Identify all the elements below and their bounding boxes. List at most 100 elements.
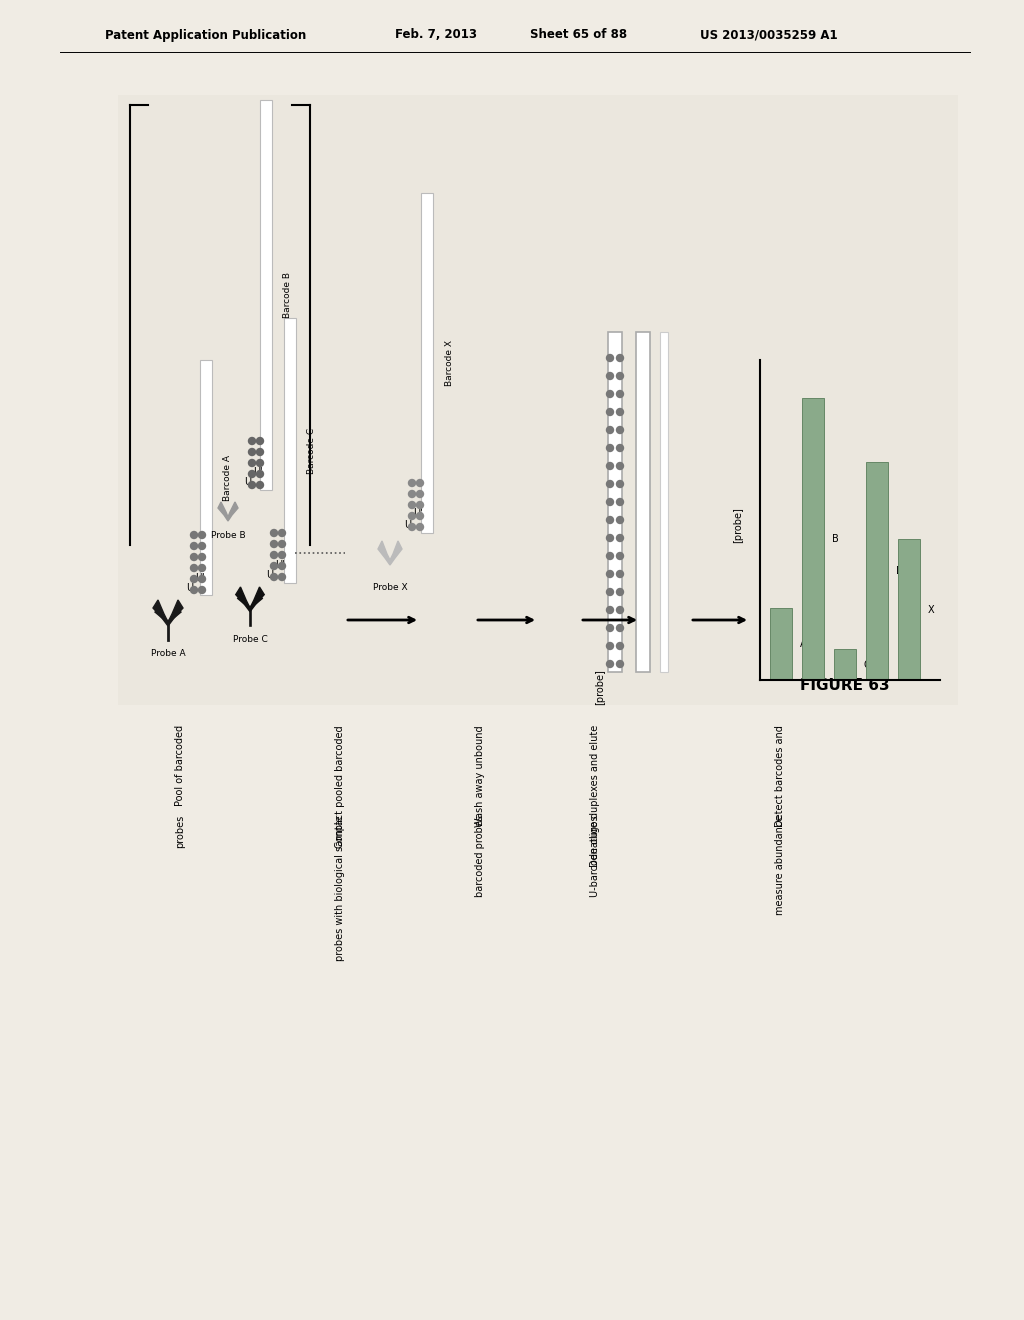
Circle shape xyxy=(256,449,263,455)
Circle shape xyxy=(417,479,424,487)
Text: Probe A: Probe A xyxy=(151,649,185,659)
Circle shape xyxy=(279,552,286,558)
Circle shape xyxy=(616,426,624,433)
Circle shape xyxy=(249,470,256,478)
Circle shape xyxy=(616,391,624,397)
Text: Probe X: Probe X xyxy=(373,582,408,591)
Circle shape xyxy=(249,482,256,488)
Circle shape xyxy=(616,372,624,380)
Text: probes: probes xyxy=(175,814,185,849)
Text: U: U xyxy=(186,583,194,593)
Circle shape xyxy=(199,586,206,594)
Circle shape xyxy=(616,445,624,451)
Bar xyxy=(636,333,650,672)
Text: U': U' xyxy=(414,508,423,517)
Text: X: X xyxy=(928,605,935,615)
Circle shape xyxy=(616,553,624,560)
Circle shape xyxy=(190,586,198,594)
Text: probes with biological sample: probes with biological sample xyxy=(335,814,345,961)
Text: Feb. 7, 2013: Feb. 7, 2013 xyxy=(395,29,477,41)
Circle shape xyxy=(256,482,263,488)
Text: U': U' xyxy=(253,467,263,477)
Circle shape xyxy=(606,624,613,631)
Circle shape xyxy=(417,524,424,531)
Circle shape xyxy=(616,660,624,668)
Bar xyxy=(118,95,958,705)
Circle shape xyxy=(616,355,624,362)
Circle shape xyxy=(606,643,613,649)
Text: US 2013/0035259 A1: US 2013/0035259 A1 xyxy=(700,29,838,41)
Circle shape xyxy=(606,462,613,470)
Text: Detect barcodes and: Detect barcodes and xyxy=(775,725,785,826)
Circle shape xyxy=(249,459,256,466)
Bar xyxy=(421,193,433,533)
Bar xyxy=(834,649,856,680)
Circle shape xyxy=(409,512,416,520)
Circle shape xyxy=(199,576,206,582)
Circle shape xyxy=(606,589,613,595)
Circle shape xyxy=(279,562,286,569)
Bar xyxy=(770,609,792,680)
Circle shape xyxy=(279,529,286,536)
Circle shape xyxy=(409,479,416,487)
Text: Probe C: Probe C xyxy=(232,635,267,644)
Circle shape xyxy=(616,624,624,631)
Bar xyxy=(802,399,824,680)
Polygon shape xyxy=(153,601,183,626)
Text: FIGURE 63: FIGURE 63 xyxy=(800,677,890,693)
Circle shape xyxy=(606,391,613,397)
Polygon shape xyxy=(218,502,238,521)
Circle shape xyxy=(606,355,613,362)
Circle shape xyxy=(270,562,278,569)
Text: Barcode X: Barcode X xyxy=(444,341,454,385)
Text: [probe]: [probe] xyxy=(595,669,605,705)
Text: measure abundance: measure abundance xyxy=(775,814,785,915)
Circle shape xyxy=(279,573,286,581)
Circle shape xyxy=(606,553,613,560)
Circle shape xyxy=(417,502,424,508)
Text: barcoded probes: barcoded probes xyxy=(475,814,485,896)
Text: D: D xyxy=(896,566,903,576)
Circle shape xyxy=(606,535,613,541)
Circle shape xyxy=(417,512,424,520)
Circle shape xyxy=(249,437,256,445)
Circle shape xyxy=(270,573,278,581)
Text: Barcode B: Barcode B xyxy=(284,272,293,318)
Polygon shape xyxy=(236,587,264,611)
Circle shape xyxy=(190,543,198,549)
Circle shape xyxy=(199,553,206,561)
Text: Sheet 65 of 88: Sheet 65 of 88 xyxy=(530,29,627,41)
Circle shape xyxy=(616,480,624,487)
Circle shape xyxy=(409,524,416,531)
Circle shape xyxy=(606,372,613,380)
Circle shape xyxy=(616,408,624,416)
Circle shape xyxy=(270,529,278,536)
Circle shape xyxy=(270,540,278,548)
Circle shape xyxy=(256,459,263,466)
Text: B: B xyxy=(831,535,839,544)
Bar xyxy=(260,100,272,490)
Text: Patent Application Publication: Patent Application Publication xyxy=(105,29,306,41)
Circle shape xyxy=(616,589,624,595)
Circle shape xyxy=(606,660,613,668)
Circle shape xyxy=(190,565,198,572)
Bar xyxy=(200,360,212,595)
Circle shape xyxy=(616,606,624,614)
Text: U: U xyxy=(266,570,273,579)
Text: U': U' xyxy=(196,573,205,583)
Circle shape xyxy=(270,552,278,558)
Text: [probe]: [probe] xyxy=(733,507,743,543)
Text: Barcode C: Barcode C xyxy=(307,428,316,474)
Text: Wash away unbound: Wash away unbound xyxy=(475,725,485,826)
Text: U: U xyxy=(245,477,252,487)
Bar xyxy=(898,539,920,680)
Circle shape xyxy=(616,643,624,649)
Text: Probe B: Probe B xyxy=(211,531,246,540)
Circle shape xyxy=(409,491,416,498)
Circle shape xyxy=(606,426,613,433)
Text: U-barcode oligos: U-barcode oligos xyxy=(590,814,600,896)
Text: Denature duplexes and elute: Denature duplexes and elute xyxy=(590,725,600,867)
Circle shape xyxy=(606,570,613,578)
Circle shape xyxy=(616,570,624,578)
Circle shape xyxy=(616,535,624,541)
